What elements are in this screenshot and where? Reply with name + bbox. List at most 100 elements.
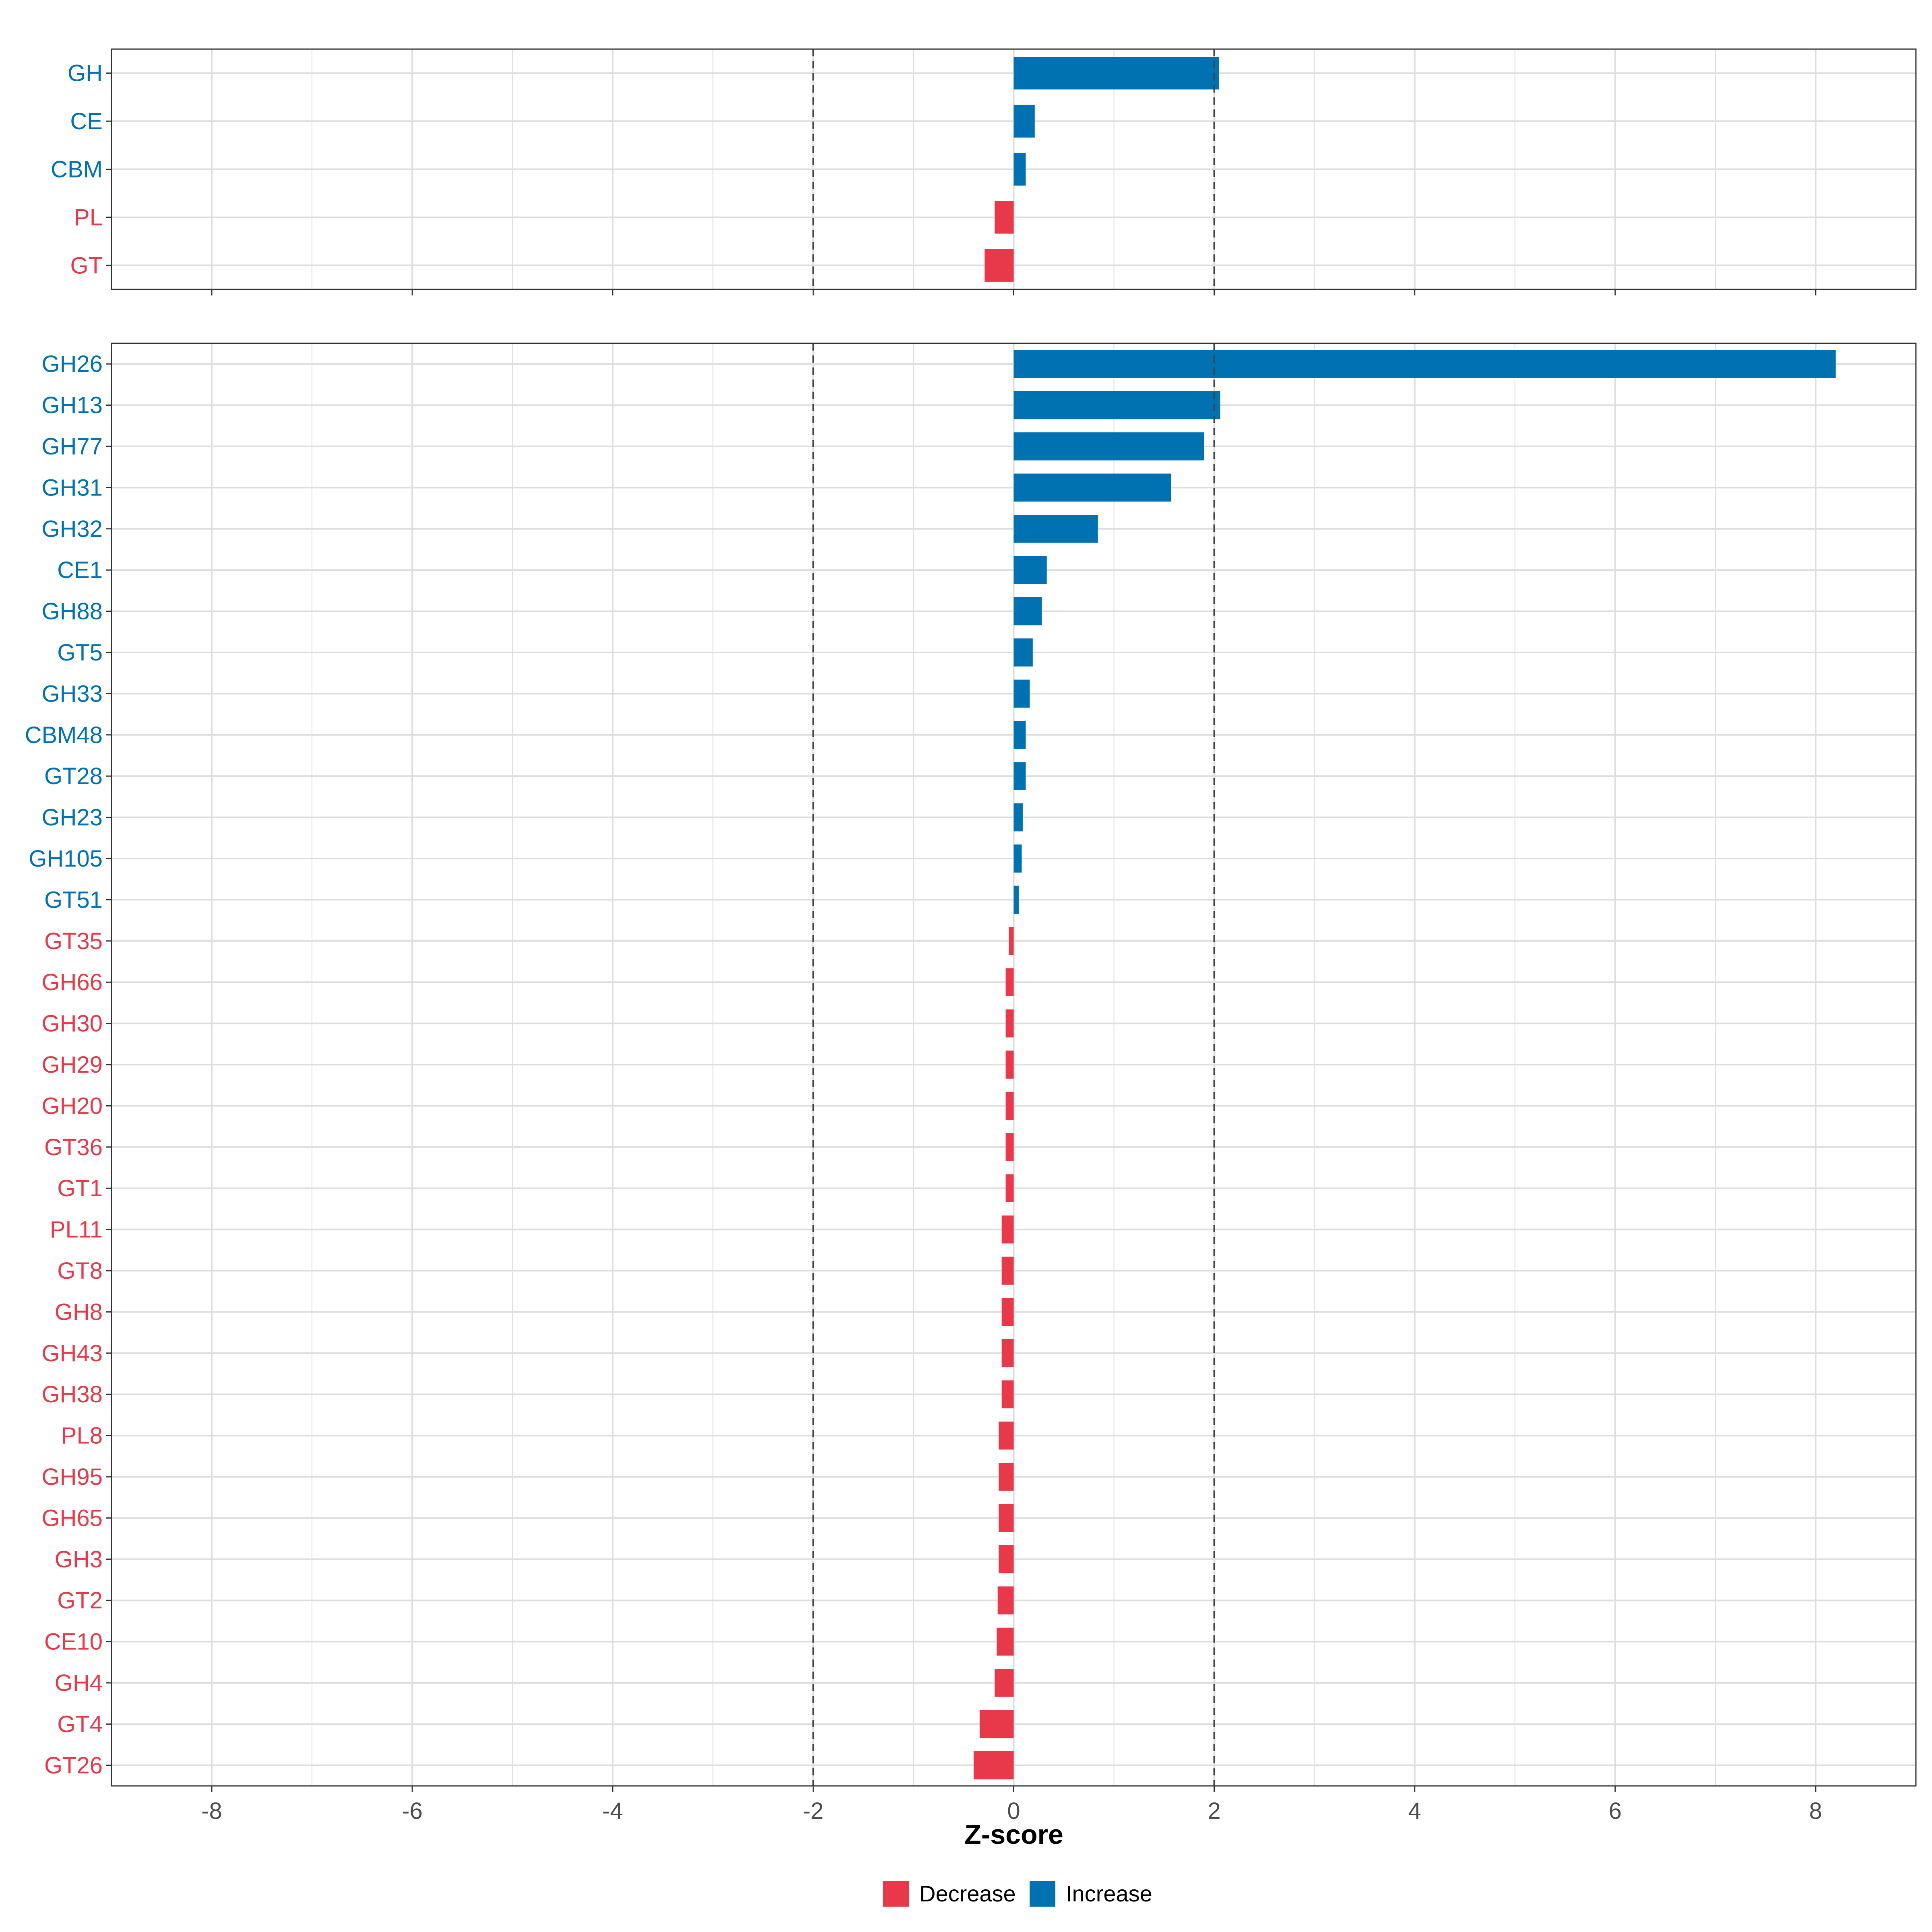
category-label-gt1: GT1 xyxy=(57,1175,103,1201)
bar-gt36 xyxy=(1005,1133,1014,1161)
category-label-gt5: GT5 xyxy=(57,640,103,666)
bar-gh105 xyxy=(1013,844,1022,873)
bar-gh95 xyxy=(999,1463,1014,1491)
category-label-gh33: GH33 xyxy=(41,681,103,707)
category-label-gh3: GH3 xyxy=(55,1546,103,1573)
category-label-ce1: CE1 xyxy=(57,557,103,583)
category-label-gh43: GH43 xyxy=(41,1340,103,1366)
x-tick-label-0: 0 xyxy=(1007,1798,1020,1824)
x-tick-label-8: 8 xyxy=(1809,1798,1822,1824)
bar-pl11 xyxy=(1001,1215,1014,1244)
subfamily-panel-reference-lines xyxy=(812,343,1215,1786)
bar-gh43 xyxy=(1001,1339,1014,1367)
bar-gh77 xyxy=(1013,432,1204,460)
category-label-gt4: GT4 xyxy=(57,1711,103,1737)
bar-ce10 xyxy=(997,1627,1014,1656)
bar-gt26 xyxy=(973,1751,1014,1779)
subfamily-panel: GH26 GH13 GH77 GH31 GH32 CE1 GH88 GT5 GH33 CBM48 G… xyxy=(25,343,1917,1792)
category-label-gh26: GH26 xyxy=(41,351,103,377)
category-label-gh38: GH38 xyxy=(41,1381,103,1408)
category-label-gh66: GH66 xyxy=(41,969,103,995)
bar-gt1 xyxy=(1005,1174,1014,1203)
bar-gt28 xyxy=(1013,762,1026,791)
bar-gt xyxy=(985,249,1014,282)
category-label-gt28: GT28 xyxy=(44,763,103,789)
bar-gh4 xyxy=(995,1669,1014,1697)
legend-label-decrease: Decrease xyxy=(919,1881,1016,1906)
bar-ce1 xyxy=(1013,556,1047,584)
legend-label-increase: Increase xyxy=(1066,1881,1152,1906)
category-label-gh30: GH30 xyxy=(41,1011,103,1037)
bar-gh13 xyxy=(1013,391,1220,419)
category-label-gh: GH xyxy=(68,60,103,87)
category-label-gh65: GH65 xyxy=(41,1505,103,1531)
x-tick-label-neg6: -6 xyxy=(402,1798,423,1824)
bar-gh31 xyxy=(1013,473,1171,502)
legend: Decrease Increase xyxy=(883,1881,1152,1907)
category-label-gh29: GH29 xyxy=(41,1052,103,1078)
x-tick-label-neg4: -4 xyxy=(602,1798,623,1824)
category-label-gh8: GH8 xyxy=(55,1299,103,1325)
bar-gh3 xyxy=(999,1545,1014,1573)
category-label-gt8: GT8 xyxy=(57,1258,103,1284)
legend-swatch-decrease xyxy=(883,1881,909,1907)
category-label-gh23: GH23 xyxy=(41,805,103,831)
bar-gh33 xyxy=(1013,679,1030,708)
bar-gh26 xyxy=(1013,350,1836,378)
bar-gt8 xyxy=(1001,1257,1014,1285)
bar-gt5 xyxy=(1013,638,1033,667)
category-label-pl: PL xyxy=(74,204,103,231)
bar-gh30 xyxy=(1005,1009,1014,1038)
category-label-gt36: GT36 xyxy=(44,1134,103,1160)
x-tick-label-6: 6 xyxy=(1609,1798,1622,1824)
category-label-gt: GT xyxy=(70,252,103,279)
bar-gh23 xyxy=(1013,803,1023,832)
bar-gh66 xyxy=(1005,968,1014,997)
bar-gh88 xyxy=(1013,597,1042,625)
category-label-gt35: GT35 xyxy=(44,928,103,954)
category-label-gh13: GH13 xyxy=(41,392,103,419)
category-label-gt26: GT26 xyxy=(44,1752,103,1779)
x-axis-title: Z-score xyxy=(964,1819,1063,1850)
category-label-gh32: GH32 xyxy=(41,516,103,542)
legend-swatch-increase xyxy=(1030,1881,1055,1907)
bar-gt4 xyxy=(979,1710,1014,1738)
bar-gh xyxy=(1013,57,1220,90)
subfamily-panel-bars xyxy=(973,350,1836,1779)
x-tick-label-neg2: -2 xyxy=(803,1798,824,1824)
category-label-ce10: CE10 xyxy=(44,1629,103,1655)
category-label-gt2: GT2 xyxy=(57,1587,103,1614)
category-label-gh88: GH88 xyxy=(41,599,103,625)
category-label-gh31: GH31 xyxy=(41,475,103,501)
category-label-pl11: PL11 xyxy=(50,1217,103,1243)
category-label-gt51: GT51 xyxy=(44,887,103,913)
category-label-gh77: GH77 xyxy=(41,433,103,460)
bar-gh29 xyxy=(1005,1051,1014,1079)
subfamily-panel-y-ticks xyxy=(106,363,111,1766)
category-label-gh4: GH4 xyxy=(55,1670,103,1696)
x-axis-tick-labels: -8 -6 -4 -2 0 2 4 6 8 xyxy=(201,1798,1822,1824)
bar-gt35 xyxy=(1009,927,1014,955)
subfamily-panel-category-labels: GH26 GH13 GH77 GH31 GH32 CE1 GH88 GT5 GH33 CBM48 G… xyxy=(25,351,103,1779)
family-panel-reference-lines xyxy=(812,49,1215,289)
family-panel-y-ticks xyxy=(106,72,111,266)
bar-cbm xyxy=(1013,153,1026,186)
category-label-ce: CE xyxy=(70,108,103,134)
category-label-gh20: GH20 xyxy=(41,1093,103,1119)
bar-gt2 xyxy=(997,1586,1014,1615)
family-panel-x-ticks xyxy=(211,289,1816,295)
category-label-gh105: GH105 xyxy=(29,846,103,872)
bar-cbm48 xyxy=(1013,720,1026,749)
x-tick-label-2: 2 xyxy=(1208,1798,1220,1824)
category-label-cbm: CBM xyxy=(51,157,103,183)
bar-pl8 xyxy=(999,1421,1014,1450)
bar-pl xyxy=(995,201,1014,234)
category-label-cbm48: CBM48 xyxy=(25,722,103,748)
subfamily-panel-x-ticks xyxy=(211,1786,1816,1792)
bar-gh20 xyxy=(1005,1092,1014,1120)
bar-gh38 xyxy=(1001,1380,1014,1409)
bar-gh65 xyxy=(999,1504,1014,1532)
bar-gh32 xyxy=(1013,514,1098,543)
bar-gt51 xyxy=(1013,886,1019,914)
